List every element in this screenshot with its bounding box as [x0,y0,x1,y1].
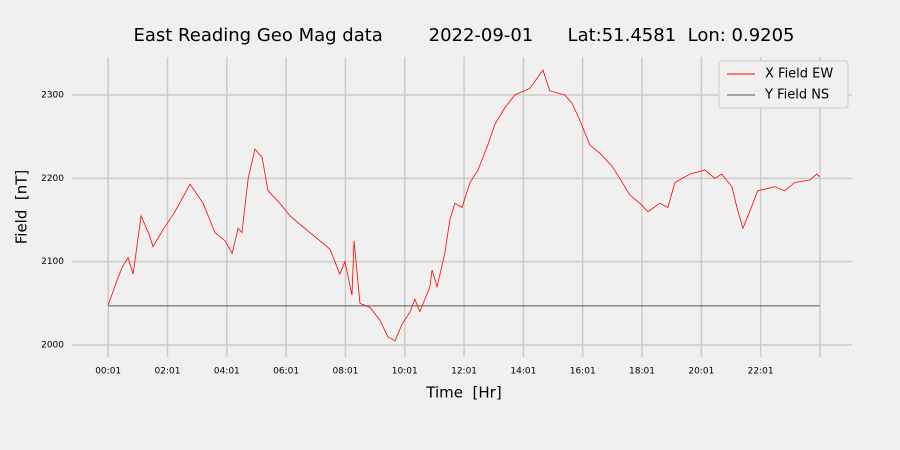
x-tick-label: 10:01 [392,367,418,377]
legend-box [718,60,849,109]
x-tick-label: 14:01 [510,367,536,377]
x-tick-label: 22:01 [748,367,774,377]
y-tick-label: 2100 [41,257,64,267]
x-tick-label: 02:01 [155,367,181,377]
legend-label: X Field EW [765,67,833,82]
x-axis-label: Time [Hr] [425,384,501,402]
x-tick-label: 18:01 [629,367,655,377]
data-line [107,69,820,342]
legend: X Field EW Y Field NS [718,60,849,109]
y-axis-label: Field [nT] [13,170,31,245]
x-tick-label: 08:01 [332,367,358,377]
legend-label: Y Field NS [764,88,829,103]
chart-title: East Reading Geo Mag data 2022-09-01 Lat… [133,25,794,46]
y-tick-label: 2300 [41,91,64,101]
y-tick-label: 2000 [41,341,64,351]
x-tick-label: 06:01 [273,367,299,377]
x-tick-label: 04:01 [214,367,240,377]
x-tick-label: 20:01 [688,367,714,377]
x-tick-label: 00:01 [95,367,121,377]
x-tick-label: 16:01 [570,367,596,377]
y-tick-label: 2200 [41,174,64,184]
x-tick-label: 12:01 [451,367,477,377]
